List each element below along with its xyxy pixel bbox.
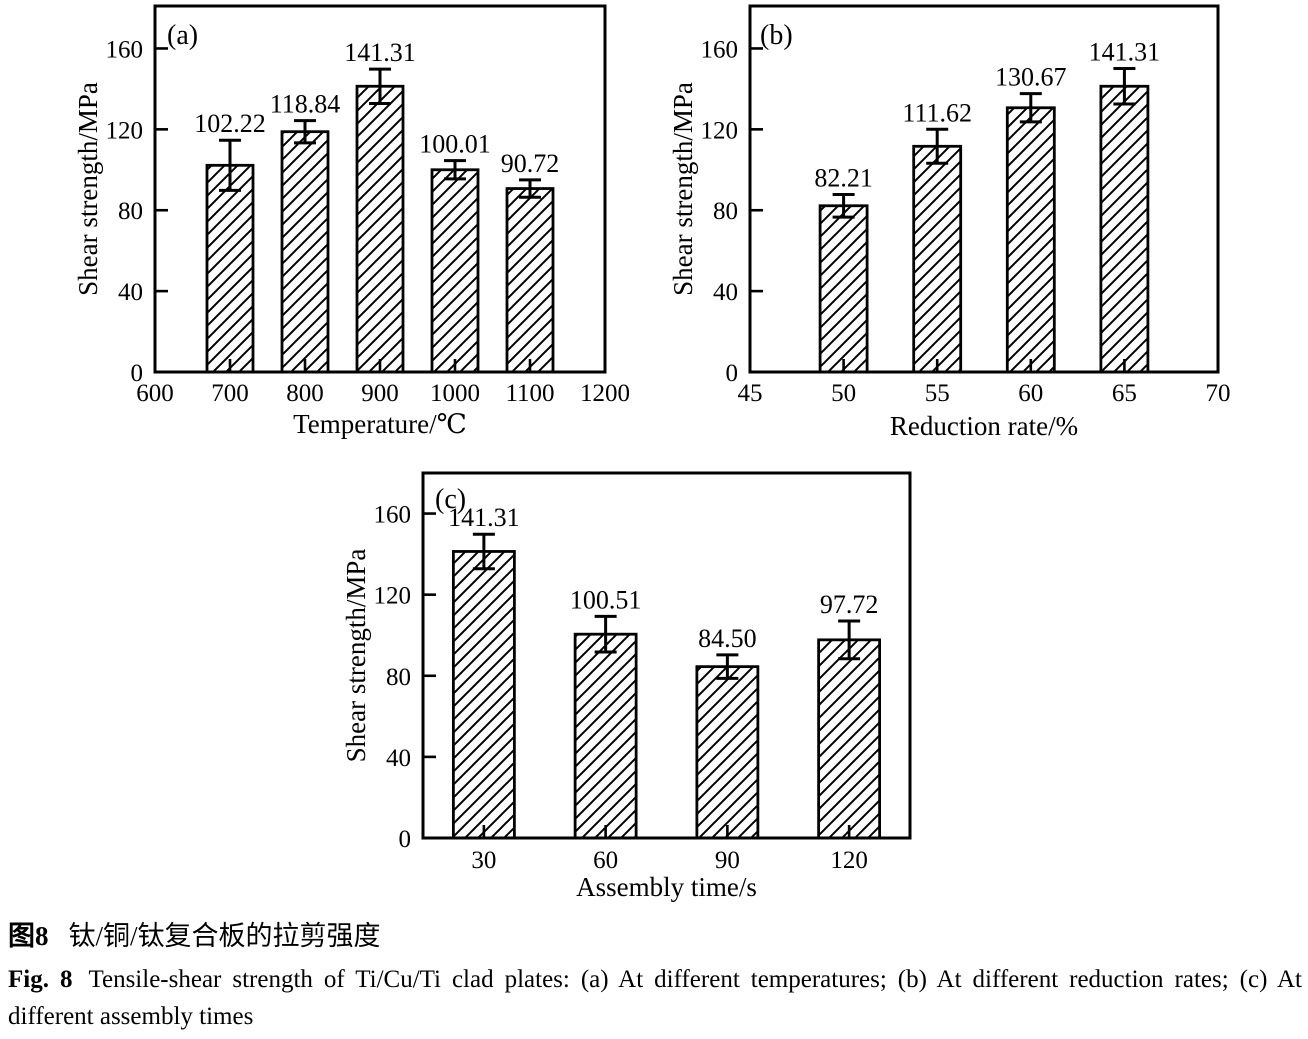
bar-900: [355, 84, 405, 374]
y-tick-label-120: 120: [374, 583, 412, 610]
value-label-50: 82.21: [814, 163, 873, 192]
caption-english-text: Tensile-shear strength of Ti/Cu/Ti clad …: [88, 966, 1302, 993]
y-tick-label-80: 80: [386, 664, 411, 691]
x-tick-label-65: 65: [1112, 380, 1137, 407]
bar-800: [280, 130, 330, 374]
x-tick-label-1200: 1200: [580, 380, 630, 407]
bar-1100: [505, 187, 555, 374]
y-tick-label-160: 160: [374, 502, 412, 529]
bar-120: [817, 638, 882, 840]
value-label-900: 141.31: [344, 38, 416, 67]
value-label-30: 141.31: [448, 503, 520, 532]
y-axis-title: Shear strength/MPa: [73, 82, 103, 296]
x-tick-label-900: 900: [361, 380, 399, 407]
y-tick-label-40: 40: [713, 279, 738, 306]
x-tick-label-55: 55: [925, 380, 950, 407]
bar-30: [451, 550, 516, 840]
value-label-60: 100.51: [570, 585, 642, 614]
y-axis-title: Shear strength/MPa: [341, 549, 371, 763]
value-label-800: 118.84: [270, 90, 341, 119]
y-tick-label-80: 80: [118, 198, 143, 225]
y-axis-title: Shear strength/MPa: [668, 82, 698, 296]
y-tick-label-160: 160: [106, 36, 144, 63]
value-label-65: 141.31: [1089, 37, 1161, 66]
bar-90: [695, 665, 760, 840]
x-tick-label-1000: 1000: [430, 380, 480, 407]
panel-label: (a): [167, 20, 198, 51]
panel-label: (b): [760, 20, 793, 51]
bar-700: [205, 163, 255, 374]
value-label-700: 102.22: [194, 109, 266, 138]
x-tick-label-700: 700: [211, 380, 249, 407]
charts-area: 0 40 80 120 160 600 700 800 900 1000 1100 1200 102.2…: [73, 4, 1231, 902]
x-tick-label-1100: 1100: [505, 380, 554, 407]
x-tick-label-70: 70: [1206, 380, 1231, 407]
y-tick-label-80: 80: [713, 198, 738, 225]
y-tick-label-160: 160: [701, 36, 739, 63]
plot-border: [748, 4, 1220, 374]
bar-50: [818, 204, 869, 374]
bar-60: [1005, 106, 1056, 374]
plot-border: [421, 471, 912, 840]
value-label-60: 130.67: [995, 63, 1067, 92]
value-label-120: 97.72: [820, 590, 879, 619]
y-tick-label-40: 40: [118, 279, 143, 306]
x-tick-label-45: 45: [738, 380, 763, 407]
x-tick-label-30: 30: [471, 847, 496, 874]
value-label-1100: 90.72: [501, 149, 560, 178]
y-tick-label-0: 0: [131, 360, 144, 387]
figure-caption: 图8 钛/铜/钛复合板的拉剪强度 Fig. 8 Tensile-shear stre…: [8, 920, 1302, 1033]
value-label-90: 84.50: [698, 624, 757, 653]
x-tick-label-60: 60: [1018, 380, 1043, 407]
x-tick-label-800: 800: [286, 380, 324, 407]
y-tick-label-120: 120: [106, 117, 144, 144]
chart-a-temperature: 0 40 80 120 160 600 700 800 900 1000 1100 1200 102.2…: [73, 4, 630, 439]
chart-b-reduction-rate: 0 40 80 120 160 45 50 55 60 65 70 82.21 111.62 130.67…: [668, 4, 1231, 441]
x-axis-title: Reduction rate/%: [890, 411, 1078, 441]
x-axis-title: Temperature/℃: [293, 409, 467, 439]
caption-chinese-text: 钛/铜/钛复合板的拉剪强度: [68, 921, 381, 951]
caption-chinese: 图8 钛/铜/钛复合板的拉剪强度: [8, 920, 1302, 952]
panel-label: (c): [435, 484, 466, 515]
bar-1000: [430, 168, 480, 374]
x-axis-title: Assembly time/s: [576, 872, 757, 902]
x-tick-label-60: 60: [593, 847, 618, 874]
value-label-55: 111.62: [902, 98, 972, 127]
bar-65: [1099, 84, 1150, 374]
x-tick-label-50: 50: [831, 380, 856, 407]
y-tick-label-0: 0: [399, 826, 412, 853]
x-tick-label-90: 90: [715, 847, 740, 874]
y-tick-label-120: 120: [701, 117, 739, 144]
caption-english-line2: different assembly times: [8, 1003, 254, 1030]
value-label-1000: 100.01: [419, 130, 491, 159]
y-tick-label-0: 0: [726, 360, 739, 387]
chart-c-assembly-time: 0 40 80 120 160 30 60 90 120 141.31 100.51 84.50 97.…: [341, 471, 912, 902]
y-tick-label-40: 40: [386, 745, 411, 772]
caption-chinese-figno: 图8: [8, 921, 49, 951]
x-tick-label-600: 600: [136, 380, 174, 407]
caption-english-line1: Fig. 8 Tensile-shear strength of Ti/Cu/Ti…: [8, 963, 1302, 996]
bar-60: [573, 632, 638, 840]
x-tick-label-120: 120: [830, 847, 868, 874]
caption-english-figno: Fig. 8: [8, 966, 73, 993]
bar-55: [912, 144, 963, 374]
